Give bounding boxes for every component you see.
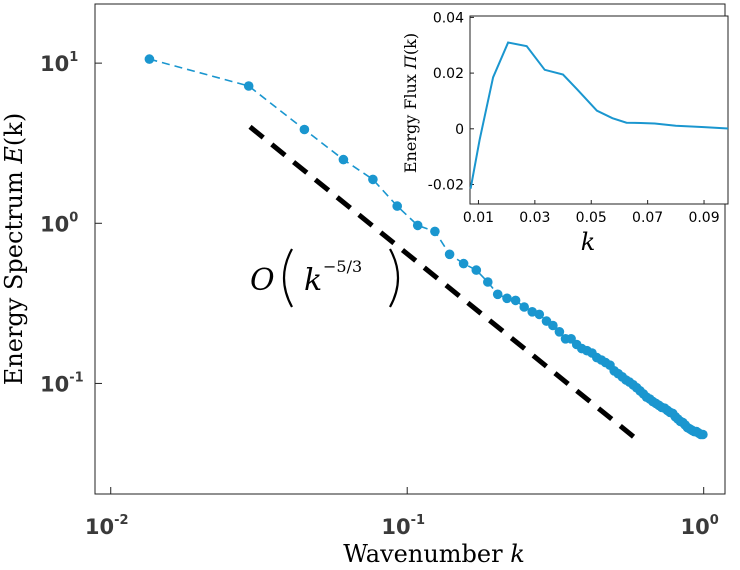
main-y-ticks: 10-1 100 101 (40, 50, 102, 396)
svg-text:O: O (250, 263, 275, 298)
inset-y-ticks: -0.02 0 0.02 0.04 (428, 10, 474, 194)
spectrum-point (243, 81, 254, 91)
svg-text:−5/3: −5/3 (323, 257, 362, 276)
slope-annotation: O k −5/3 (250, 248, 400, 308)
inset-y-tick-label: 0.04 (433, 10, 464, 26)
inset-x-tick-label: 0.03 (519, 210, 550, 226)
annotation-paren-right (389, 248, 400, 308)
inset-plot: 0.01 0.03 0.05 0.07 0.09 -0.02 0 0.02 0.04 k En… (401, 10, 729, 256)
spectrum-point (483, 277, 493, 287)
main-x-ticks: 10-2 10-1 100 (85, 487, 719, 539)
spectrum-point (338, 154, 349, 165)
spectrum-point (492, 289, 503, 300)
main-y-tick-label: 101 (40, 50, 78, 76)
spectrum-point (519, 302, 529, 312)
inset-x-tick-label: 0.01 (463, 210, 494, 226)
inset-y-tick-label: 0 (455, 122, 464, 138)
inset-x-axis-label: k (581, 228, 596, 256)
main-y-axis-label: Energy Spectrum E(k) (0, 113, 28, 385)
main-x-tick-label: 10-1 (381, 513, 425, 539)
main-x-axis-label: Wavenumber k (343, 540, 525, 568)
spectrum-point (144, 54, 155, 64)
inset-plot-frame (469, 15, 729, 205)
spectrum-point (471, 265, 482, 275)
spectrum-point (444, 249, 455, 260)
spectrum-point (698, 429, 708, 440)
inset-y-axis-label: Energy Flux Π(k) (401, 33, 420, 173)
spectrum-point (368, 174, 378, 185)
spectrum-point (412, 220, 423, 231)
spectrum-point (534, 309, 545, 320)
svg-text:k: k (304, 263, 322, 298)
flux-line (469, 41, 729, 189)
main-y-tick-label: 100 (40, 210, 78, 236)
spectrum-point (458, 258, 469, 269)
spectrum-point (510, 295, 521, 306)
main-x-tick-label: 100 (681, 513, 719, 539)
spectrum-point (392, 201, 403, 211)
inset-x-tick-label: 0.09 (688, 210, 719, 226)
inset-x-ticks: 0.01 0.03 0.05 0.07 0.09 (463, 200, 720, 226)
inset-series (469, 41, 729, 189)
spectrum-point (502, 293, 512, 304)
annotation-paren-left (282, 248, 293, 308)
main-y-tick-label: 10-1 (40, 370, 84, 396)
spectrum-point (548, 320, 558, 331)
inset-x-tick-label: 0.05 (576, 210, 607, 226)
spectrum-point (554, 327, 565, 337)
inset-y-tick-label: -0.02 (428, 178, 464, 194)
spectrum-point (299, 124, 310, 135)
main-series (144, 54, 708, 443)
main-x-tick-label: 10-2 (85, 513, 129, 539)
inset-x-tick-label: 0.07 (632, 210, 663, 226)
spectrum-point (430, 226, 440, 237)
inset-y-tick-label: 0.02 (433, 66, 464, 82)
